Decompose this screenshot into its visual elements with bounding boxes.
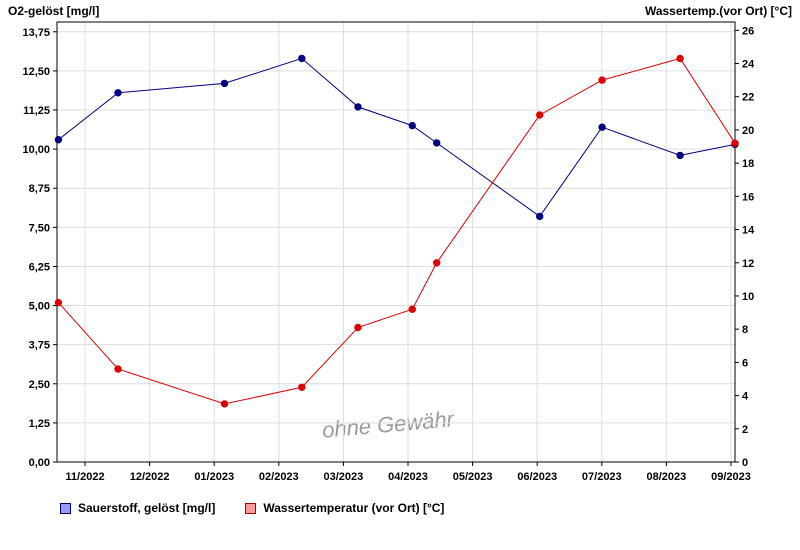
svg-text:10: 10 xyxy=(742,291,754,303)
svg-text:08/2023: 08/2023 xyxy=(647,471,687,483)
legend-label-wassertemperatur: Wassertemperatur (vor Ort) [°C] xyxy=(263,501,445,515)
svg-text:8: 8 xyxy=(742,324,748,336)
svg-text:02/2023: 02/2023 xyxy=(259,471,299,483)
right-axis-title: Wassertemp.(vor Ort) [°C] xyxy=(644,4,792,18)
legend: Sauerstoff, gelöst [mg/l] Wassertemperat… xyxy=(60,501,444,515)
left-axis-title: O2-gelöst [mg/l] xyxy=(8,4,100,18)
series-0 xyxy=(54,54,739,221)
svg-text:06/2023: 06/2023 xyxy=(517,471,557,483)
svg-text:09/2023: 09/2023 xyxy=(711,471,751,483)
svg-text:03/2023: 03/2023 xyxy=(324,471,364,483)
svg-text:2,50: 2,50 xyxy=(29,379,50,391)
svg-text:13,75: 13,75 xyxy=(22,27,50,39)
svg-text:26: 26 xyxy=(742,25,754,37)
svg-text:0,00: 0,00 xyxy=(29,457,50,469)
svg-text:10,00: 10,00 xyxy=(22,144,50,156)
svg-text:1,25: 1,25 xyxy=(29,418,50,430)
legend-item-wassertemperatur: Wassertemperatur (vor Ort) [°C] xyxy=(245,501,444,515)
legend-swatch-sauerstoff-icon xyxy=(60,502,71,514)
svg-text:2: 2 xyxy=(742,424,748,436)
svg-text:12,50: 12,50 xyxy=(22,66,50,78)
svg-text:6,25: 6,25 xyxy=(29,261,50,273)
svg-text:11,25: 11,25 xyxy=(23,105,50,117)
svg-text:0: 0 xyxy=(742,457,748,469)
svg-text:4: 4 xyxy=(742,391,749,403)
svg-text:3,75: 3,75 xyxy=(29,340,50,352)
svg-text:16: 16 xyxy=(742,191,754,203)
svg-text:7,50: 7,50 xyxy=(29,222,50,234)
legend-item-sauerstoff: Sauerstoff, gelöst [mg/l] xyxy=(60,501,215,515)
svg-text:24: 24 xyxy=(742,59,755,71)
gridlines xyxy=(57,22,735,462)
legend-swatch-wassertemperatur-icon xyxy=(245,502,257,514)
svg-text:12: 12 xyxy=(742,258,754,270)
axes: 0,00 1,25 2,50 3,75 5,00 6,25 7,50 8,75 10,00 11,… xyxy=(22,21,755,483)
svg-text:8,75: 8,75 xyxy=(29,183,50,195)
svg-text:07/2023: 07/2023 xyxy=(582,471,622,483)
svg-text:14: 14 xyxy=(742,225,755,237)
svg-text:20: 20 xyxy=(742,125,754,137)
series xyxy=(54,54,739,408)
svg-text:04/2023: 04/2023 xyxy=(388,471,428,483)
svg-text:5,00: 5,00 xyxy=(29,301,50,313)
series-1 xyxy=(54,54,739,408)
svg-text:01/2023: 01/2023 xyxy=(194,471,234,483)
svg-text:6: 6 xyxy=(742,357,748,369)
svg-text:12/2022: 12/2022 xyxy=(130,471,170,483)
svg-text:11/2022: 11/2022 xyxy=(65,471,104,483)
legend-label-sauerstoff: Sauerstoff, gelöst [mg/l] xyxy=(78,501,216,515)
svg-text:05/2023: 05/2023 xyxy=(453,471,493,483)
svg-text:22: 22 xyxy=(742,92,754,104)
svg-text:18: 18 xyxy=(742,158,754,170)
